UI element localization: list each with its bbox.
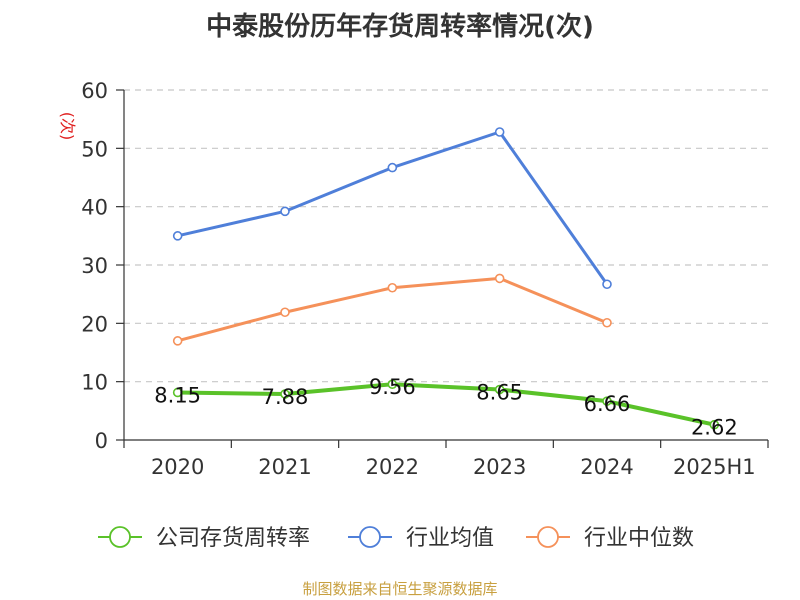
y-tick-label: 50 xyxy=(81,137,108,161)
legend-label: 行业均值 xyxy=(406,526,494,551)
data-label: 9.56 xyxy=(369,375,416,399)
x-tick-label: 2023 xyxy=(473,455,526,479)
y-tick-label: 20 xyxy=(81,312,108,336)
data-point xyxy=(602,279,612,290)
legend: 公司存货周转率 行业均值 行业中位数 xyxy=(98,526,694,551)
data-point xyxy=(494,127,505,137)
x-tick-label: 2024 xyxy=(580,455,633,479)
y-tick-label: 60 xyxy=(81,79,108,103)
y-tick-label: 40 xyxy=(81,196,108,220)
series-line xyxy=(177,382,715,427)
series-lines xyxy=(172,127,720,430)
axes: 0 10 20 30 40 50 60 2020 2021 2022 2023 2024 2025H1 (… xyxy=(58,79,769,479)
data-labels: 8.15 7.88 9.56 8.65 6.66 2.62 xyxy=(154,375,737,439)
x-tick-label: 2020 xyxy=(151,455,204,479)
data-point xyxy=(172,387,183,398)
legend-marker xyxy=(359,526,381,548)
y-axis-label: (次) xyxy=(58,112,77,141)
data-label: 7.88 xyxy=(262,385,309,409)
data-point xyxy=(709,419,720,430)
source-note: 制图数据来自恒生聚源数据库 xyxy=(302,580,498,598)
data-point xyxy=(280,206,290,217)
legend-label: 公司存货周转率 xyxy=(156,526,310,551)
grid-lines xyxy=(124,89,768,383)
legend-marker xyxy=(537,526,559,548)
data-point xyxy=(280,307,290,318)
data-point xyxy=(387,379,398,390)
y-tick-label: 10 xyxy=(81,371,108,395)
data-point xyxy=(387,282,398,293)
series-line xyxy=(177,130,609,286)
data-label: 8.65 xyxy=(476,381,523,405)
legend-marker xyxy=(109,526,131,548)
y-tick-label: 0 xyxy=(95,429,108,453)
y-tick-label: 30 xyxy=(81,254,108,278)
data-point xyxy=(172,336,183,346)
data-point xyxy=(387,162,398,173)
data-point xyxy=(494,273,505,284)
data-point xyxy=(602,396,612,406)
data-point xyxy=(172,231,183,241)
x-tick-label: 2025H1 xyxy=(673,455,756,479)
chart-title: 中泰股份历年存货周转率情况(次) xyxy=(206,12,594,42)
x-tick-label: 2021 xyxy=(258,455,311,479)
data-point xyxy=(602,317,612,328)
data-label: 2.62 xyxy=(691,416,738,440)
data-point xyxy=(280,389,290,399)
data-point xyxy=(494,384,505,395)
legend-label: 行业中位数 xyxy=(584,526,694,551)
x-tick-label: 2022 xyxy=(366,455,419,479)
data-label: 8.15 xyxy=(154,383,201,407)
data-label: 6.66 xyxy=(584,392,631,416)
